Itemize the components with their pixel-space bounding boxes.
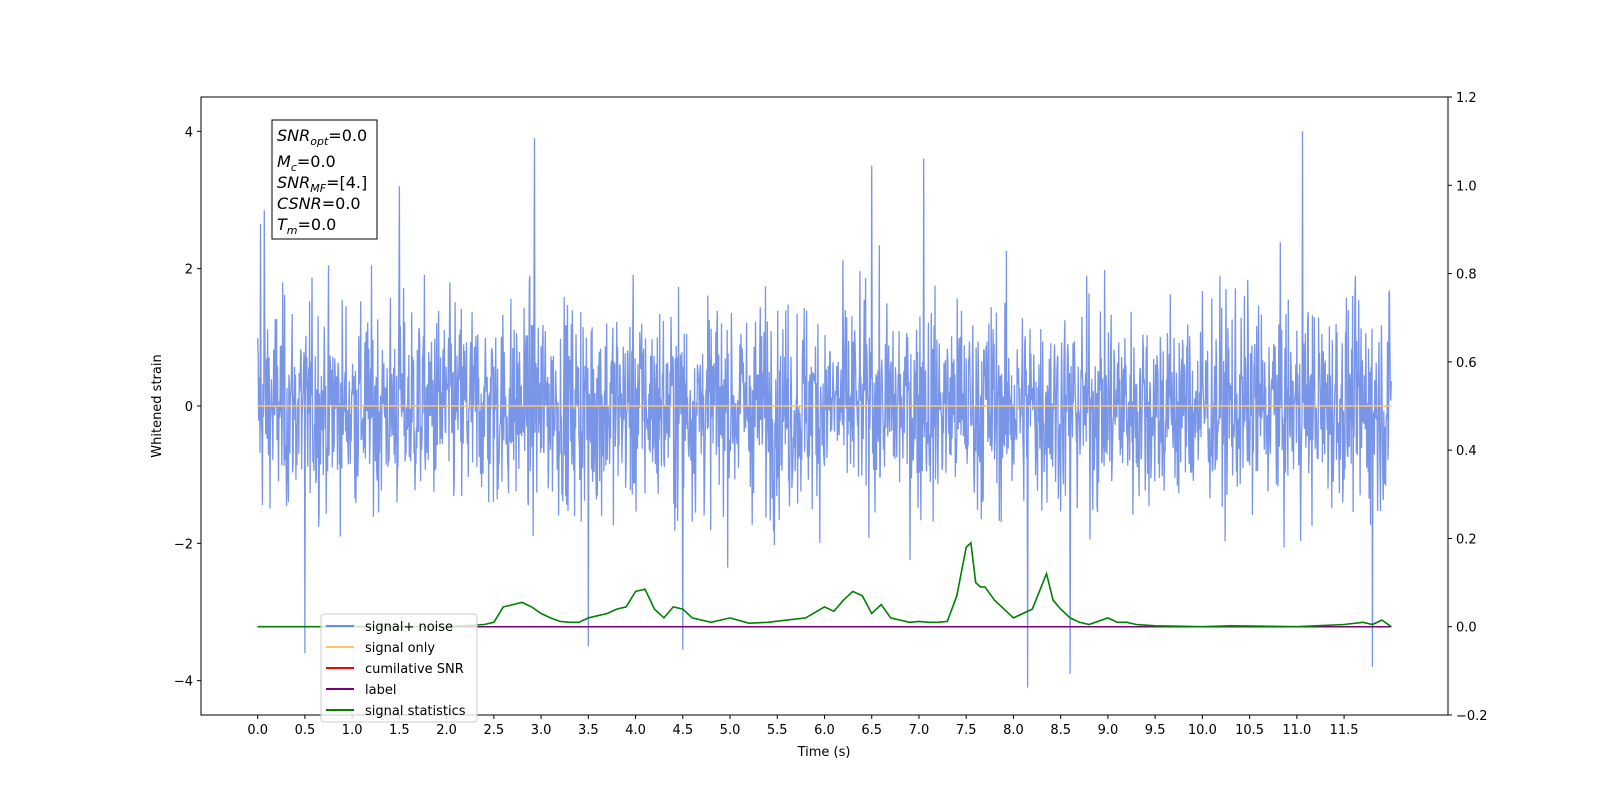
series-line-signal-statistics bbox=[257, 541, 1392, 628]
x-tick-label: 10.5 bbox=[1235, 723, 1264, 738]
x-tick-label: 10.0 bbox=[1188, 723, 1217, 738]
y-left-tick-label: −2 bbox=[174, 537, 193, 552]
y-right-tick-label: −0.2 bbox=[1456, 709, 1488, 724]
x-tick-label: 2.0 bbox=[436, 723, 457, 738]
info-box-frame bbox=[271, 119, 378, 240]
x-tick-label: 2.5 bbox=[484, 723, 505, 738]
x-tick-label: 5.0 bbox=[720, 723, 741, 738]
y-left-tick-label: 0 bbox=[185, 400, 193, 415]
x-tick-label: 11.0 bbox=[1282, 723, 1311, 738]
y-left-tick-label: 2 bbox=[185, 263, 193, 278]
x-tick-label: 1.5 bbox=[389, 723, 410, 738]
y-left-axis-ticks: −4 −2 0 2 4 bbox=[174, 125, 201, 690]
x-tick-label: 3.5 bbox=[578, 723, 599, 738]
y-right-tick-label: 0.2 bbox=[1456, 532, 1477, 547]
x-tick-label: 4.0 bbox=[625, 723, 646, 738]
y-right-tick-label: 1.2 bbox=[1456, 91, 1477, 106]
x-tick-label: 5.5 bbox=[767, 723, 788, 738]
y-left-tick-label: 4 bbox=[185, 125, 193, 140]
y-right-tick-label: 0.8 bbox=[1456, 268, 1477, 283]
x-tick-label: 11.5 bbox=[1330, 723, 1359, 738]
legend-label: signal only bbox=[365, 641, 435, 656]
y-right-tick-label: 0.6 bbox=[1456, 356, 1477, 371]
x-tick-label: 6.0 bbox=[814, 723, 835, 738]
legend-frame bbox=[320, 613, 478, 723]
y-axis-label: Whitened strain bbox=[150, 354, 165, 457]
x-axis-ticks: 0.0 0.5 1.0 1.5 2.0 2.5 3.0 3.5 4.0 4.5 5.0 5.5 6.0 6… bbox=[247, 715, 1359, 738]
x-tick-label: 4.5 bbox=[672, 723, 693, 738]
y-right-tick-label: 0.4 bbox=[1456, 444, 1477, 459]
info-tm: Tm=0.0 bbox=[277, 215, 336, 237]
x-tick-label: 1.0 bbox=[342, 723, 363, 738]
x-tick-label: 9.5 bbox=[1145, 723, 1166, 738]
legend-label: cumilative SNR bbox=[365, 662, 464, 677]
legend-label: label bbox=[365, 683, 396, 698]
x-tick-label: 8.0 bbox=[1003, 723, 1024, 738]
info-box: SNRopt=0.0 Mc=0.0 SNRMF=[4.] CSNR=0.0 Tm… bbox=[271, 119, 378, 240]
info-mc: Mc=0.0 bbox=[277, 152, 336, 174]
y-left-tick-label: −4 bbox=[174, 675, 193, 690]
info-snr-mf: SNRMF=[4.] bbox=[277, 173, 367, 195]
x-axis-label: Time (s) bbox=[797, 745, 851, 760]
x-tick-label: 7.0 bbox=[909, 723, 930, 738]
x-tick-label: 6.5 bbox=[861, 723, 882, 738]
x-tick-label: 8.5 bbox=[1050, 723, 1071, 738]
x-tick-label: 9.0 bbox=[1098, 723, 1119, 738]
y-right-tick-label: 1.0 bbox=[1456, 179, 1477, 194]
x-tick-label: 0.5 bbox=[295, 723, 316, 738]
info-csnr: CSNR=0.0 bbox=[277, 194, 361, 213]
y-right-axis-ticks: −0.2 0.0 0.2 0.4 0.6 0.8 1.0 1.2 bbox=[1448, 91, 1488, 724]
legend: signal+ noise signal only cumilative SNR la… bbox=[320, 613, 478, 723]
series-line-signal-noise bbox=[257, 131, 1392, 688]
y-right-tick-label: 0.0 bbox=[1456, 621, 1477, 636]
legend-label: signal statistics bbox=[365, 704, 466, 719]
x-tick-label: 0.0 bbox=[247, 723, 268, 738]
x-tick-label: 7.5 bbox=[956, 723, 977, 738]
info-snr-opt: SNRopt=0.0 bbox=[277, 126, 367, 148]
legend-label: signal+ noise bbox=[365, 620, 453, 635]
x-tick-label: 3.0 bbox=[531, 723, 552, 738]
